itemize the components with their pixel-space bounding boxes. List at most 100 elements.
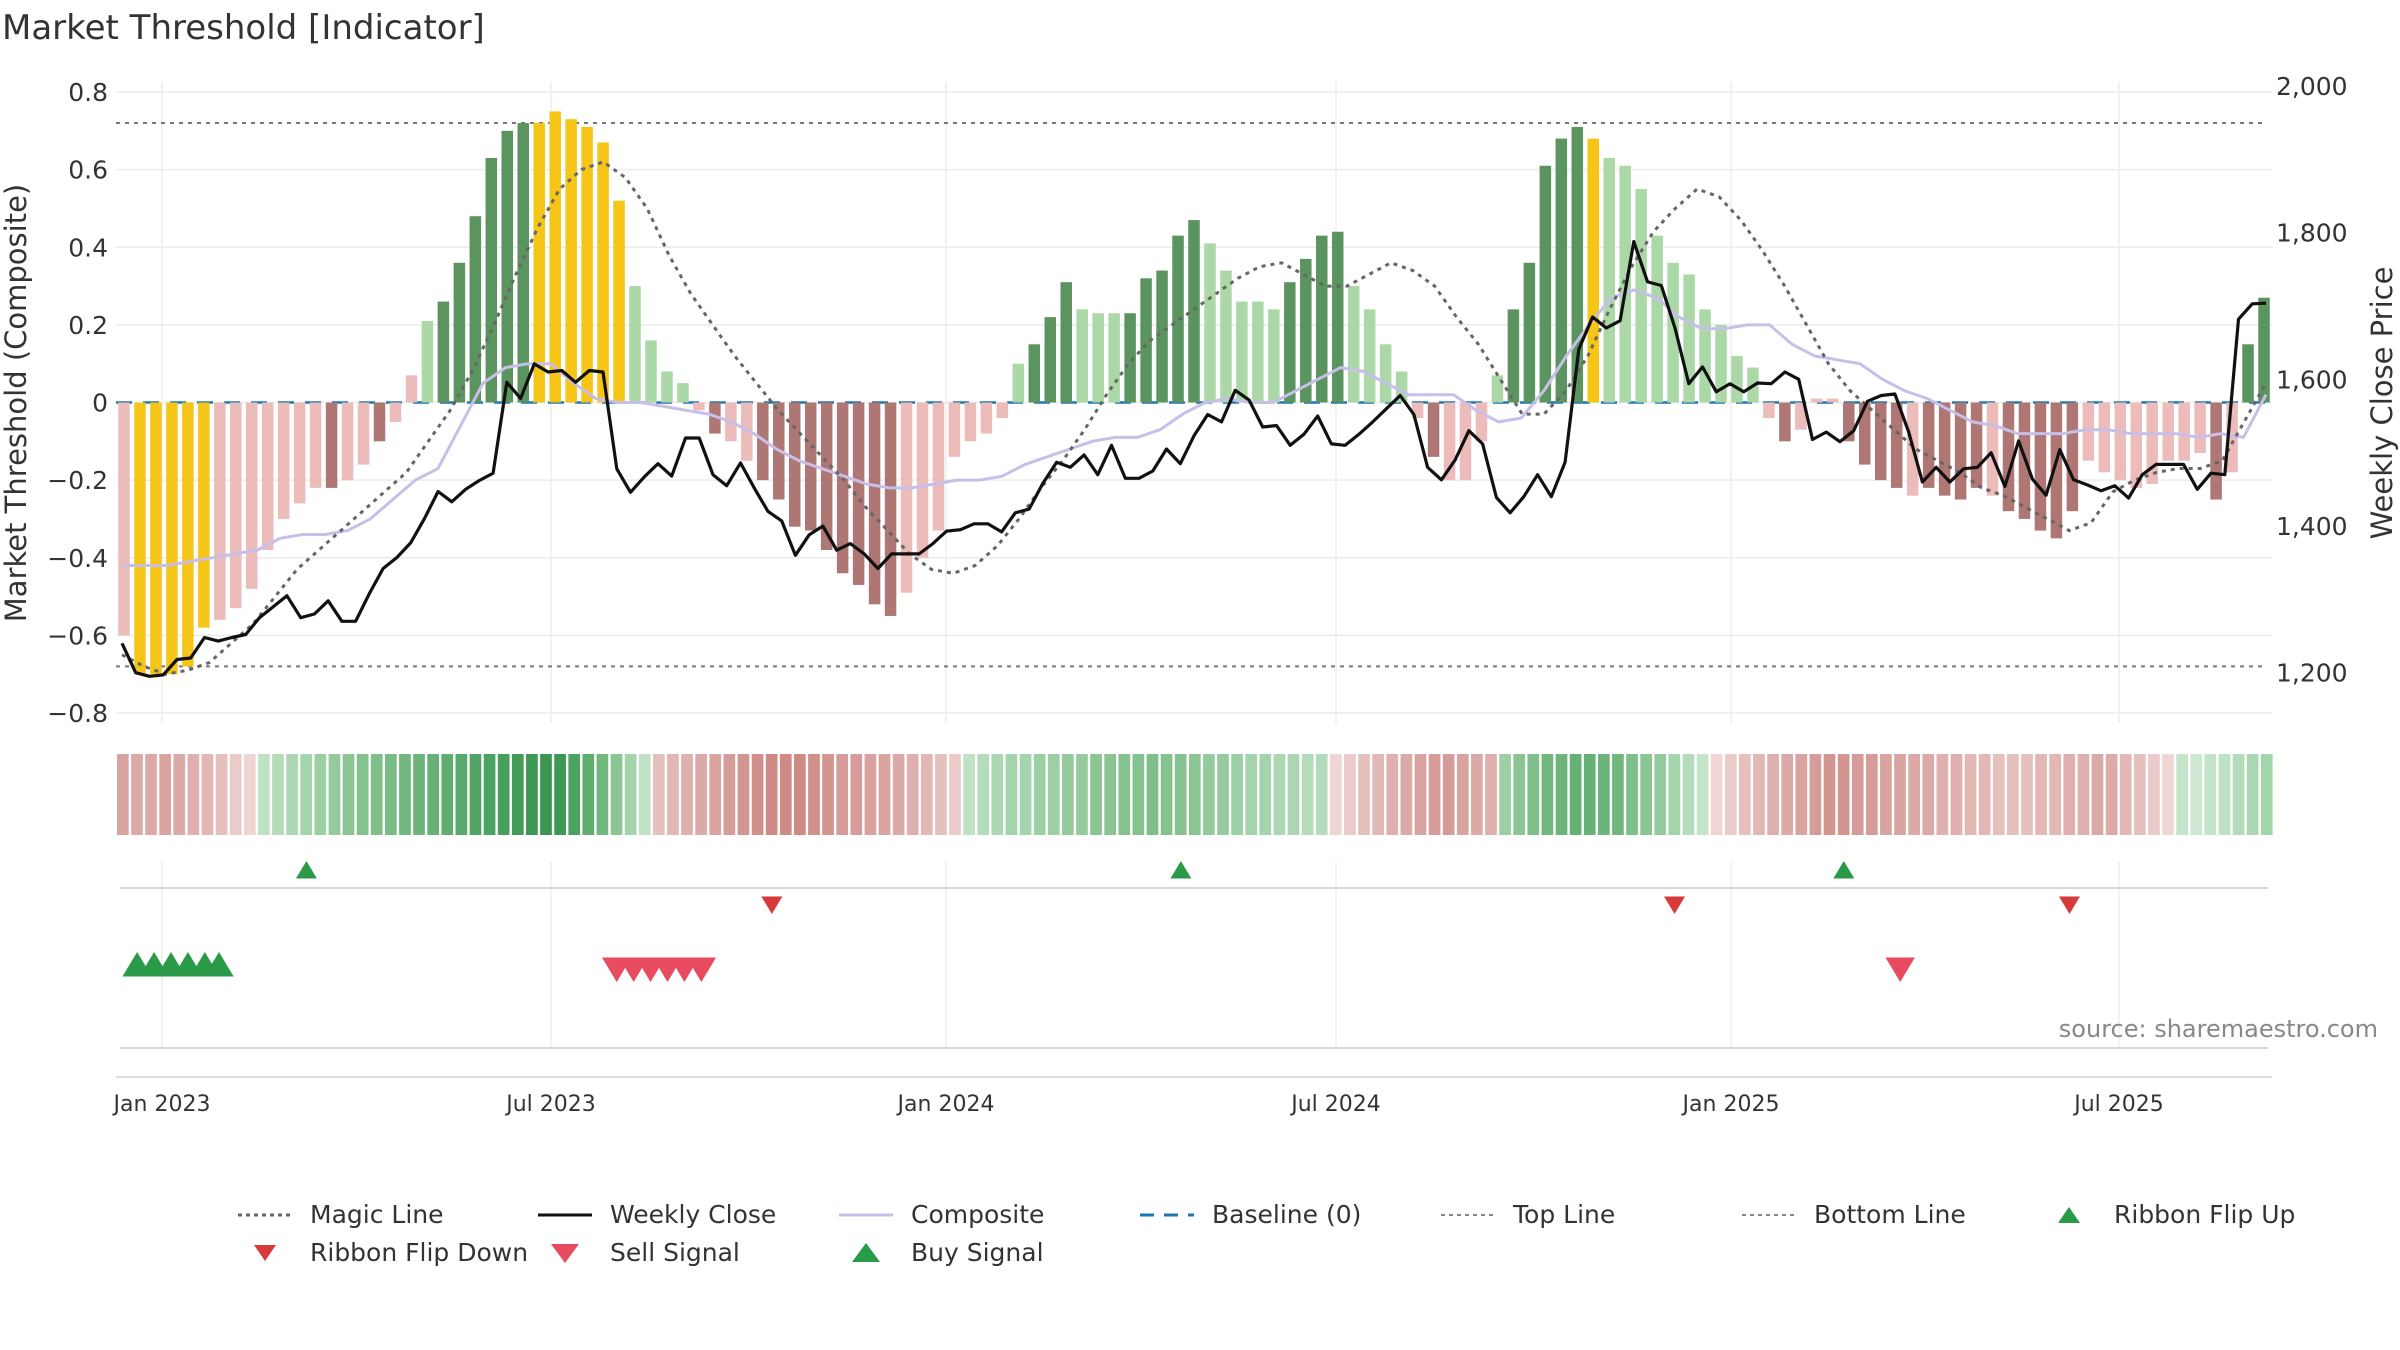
ribbon-cell (737, 754, 750, 835)
chart-title: Market Threshold [Indicator] (2, 8, 485, 48)
histogram-bar (693, 402, 705, 411)
ribbon-cell (610, 754, 623, 835)
histogram-bar (900, 402, 913, 593)
histogram-bar (1300, 258, 1312, 403)
y-tick-label: 0 (92, 389, 108, 418)
histogram-bar (980, 402, 993, 434)
histogram-bar (325, 402, 338, 488)
ribbon-cell (850, 754, 863, 835)
histogram-bar (613, 200, 625, 403)
ribbon-cell (1146, 754, 1159, 835)
legend-label: Composite (911, 1200, 1045, 1229)
ribbon-cell (2133, 754, 2146, 835)
ribbon-cell (1936, 754, 1949, 835)
ribbon-cell (229, 754, 242, 835)
ribbon-cell (2049, 754, 2062, 835)
ribbon-cell (1062, 754, 1074, 835)
histogram-bar (2146, 402, 2158, 485)
histogram-bar (1970, 402, 1983, 488)
histogram-bar (1539, 165, 1552, 403)
ribbon-cell (427, 754, 440, 835)
ribbon-cell (1386, 754, 1399, 835)
ribbon-cell (935, 754, 947, 835)
histogram-bar (677, 383, 689, 403)
legend-item-bottom-line[interactable]: Bottom Line (1740, 1200, 1966, 1229)
ribbon-cell (2035, 754, 2047, 835)
ribbon-cell (624, 754, 637, 835)
ribbon-cell (117, 754, 129, 835)
ribbon-cell (751, 754, 764, 835)
signal-markers (116, 861, 2272, 1078)
histogram-bar (1188, 220, 1200, 403)
y-tick-label: 0.4 (68, 233, 108, 262)
histogram-bar (517, 123, 529, 403)
legend-item-baseline[interactable]: Baseline (0) (1138, 1200, 1361, 1229)
y2-axis-title: Weekly Close Price (2365, 267, 2399, 540)
ribbon-cell (1160, 754, 1173, 835)
ribbon-cell (1471, 754, 1483, 835)
ribbon-cell (949, 754, 961, 835)
ribbon-cell (638, 754, 651, 835)
ribbon-cell (1414, 754, 1427, 835)
histogram-bar (1443, 402, 1456, 481)
legend-item-sell-signal[interactable]: Sell Signal (536, 1238, 740, 1267)
ribbon-cell (1569, 754, 1582, 835)
histogram-bar (437, 301, 450, 403)
legend-label: Bottom Line (1814, 1200, 1966, 1229)
histogram-bar (1268, 309, 1280, 403)
histogram-bar (1683, 274, 1695, 403)
ribbon-cell (1753, 754, 1765, 835)
histogram-bar (1427, 402, 1440, 457)
histogram-bar (453, 262, 466, 403)
histogram-bar (214, 402, 226, 620)
legend-item-ribbon-flip-down[interactable]: Ribbon Flip Down (236, 1238, 528, 1267)
ribbon-flip-up-marker (295, 861, 317, 879)
y-tick-label: 0.6 (68, 156, 108, 185)
histogram-bar (501, 130, 514, 403)
legend-item-buy-signal[interactable]: Buy Signal (837, 1238, 1044, 1267)
ribbon-flip-down-marker (2058, 896, 2080, 914)
ribbon-cell (272, 754, 284, 835)
legend-item-ribbon-flip-up[interactable]: Ribbon Flip Up (2040, 1200, 2295, 1229)
histogram-bar (1076, 309, 1088, 403)
legend-item-magic-line[interactable]: Magic Line (236, 1200, 444, 1229)
ribbon-cell (201, 754, 214, 835)
ribbon-cell (1188, 754, 1201, 835)
x-tick-label: Jan 2025 (1681, 1092, 1780, 1117)
ribbon-cell (1428, 754, 1441, 835)
ribbon-cell (1795, 754, 1808, 835)
y2-tick-label: 1,400 (2276, 512, 2348, 541)
histogram-bar (1874, 402, 1887, 481)
ribbon-cell (441, 754, 454, 835)
histogram-bar (1922, 402, 1935, 488)
ribbon-cell (596, 754, 609, 835)
histogram-bar (1284, 282, 1296, 403)
y-tick-label: 0.8 (68, 78, 108, 107)
histogram-bar (1044, 317, 1057, 403)
legend-item-weekly-close[interactable]: Weekly Close (536, 1200, 776, 1229)
histogram-bar (341, 402, 354, 481)
ribbon-cell (1287, 754, 1300, 835)
ribbon-cell (1090, 754, 1102, 835)
legend-item-top-line[interactable]: Top Line (1439, 1200, 1615, 1229)
histogram-bar (1763, 402, 1775, 419)
y-tick-label: −0.6 (47, 621, 108, 650)
ribbon-cell (568, 754, 581, 835)
histogram-bar (1475, 402, 1488, 442)
histogram-bar (1779, 402, 1791, 442)
histogram-bar (2226, 402, 2238, 473)
ribbon-cell (2091, 754, 2104, 835)
ribbon-cell (131, 754, 143, 835)
ribbon-cell (173, 754, 186, 835)
legend-item-composite[interactable]: Composite (837, 1200, 1044, 1229)
histogram-bar (1667, 262, 1679, 403)
ribbon-cell (2119, 754, 2132, 835)
ribbon-cell (314, 754, 327, 835)
ribbon-cell (1851, 754, 1864, 835)
ribbon-cell (483, 754, 496, 835)
ribbon-cell (2246, 754, 2259, 835)
histogram-bars (118, 111, 2270, 675)
ribbon-cell (652, 754, 665, 835)
ribbon-cell (469, 754, 482, 835)
